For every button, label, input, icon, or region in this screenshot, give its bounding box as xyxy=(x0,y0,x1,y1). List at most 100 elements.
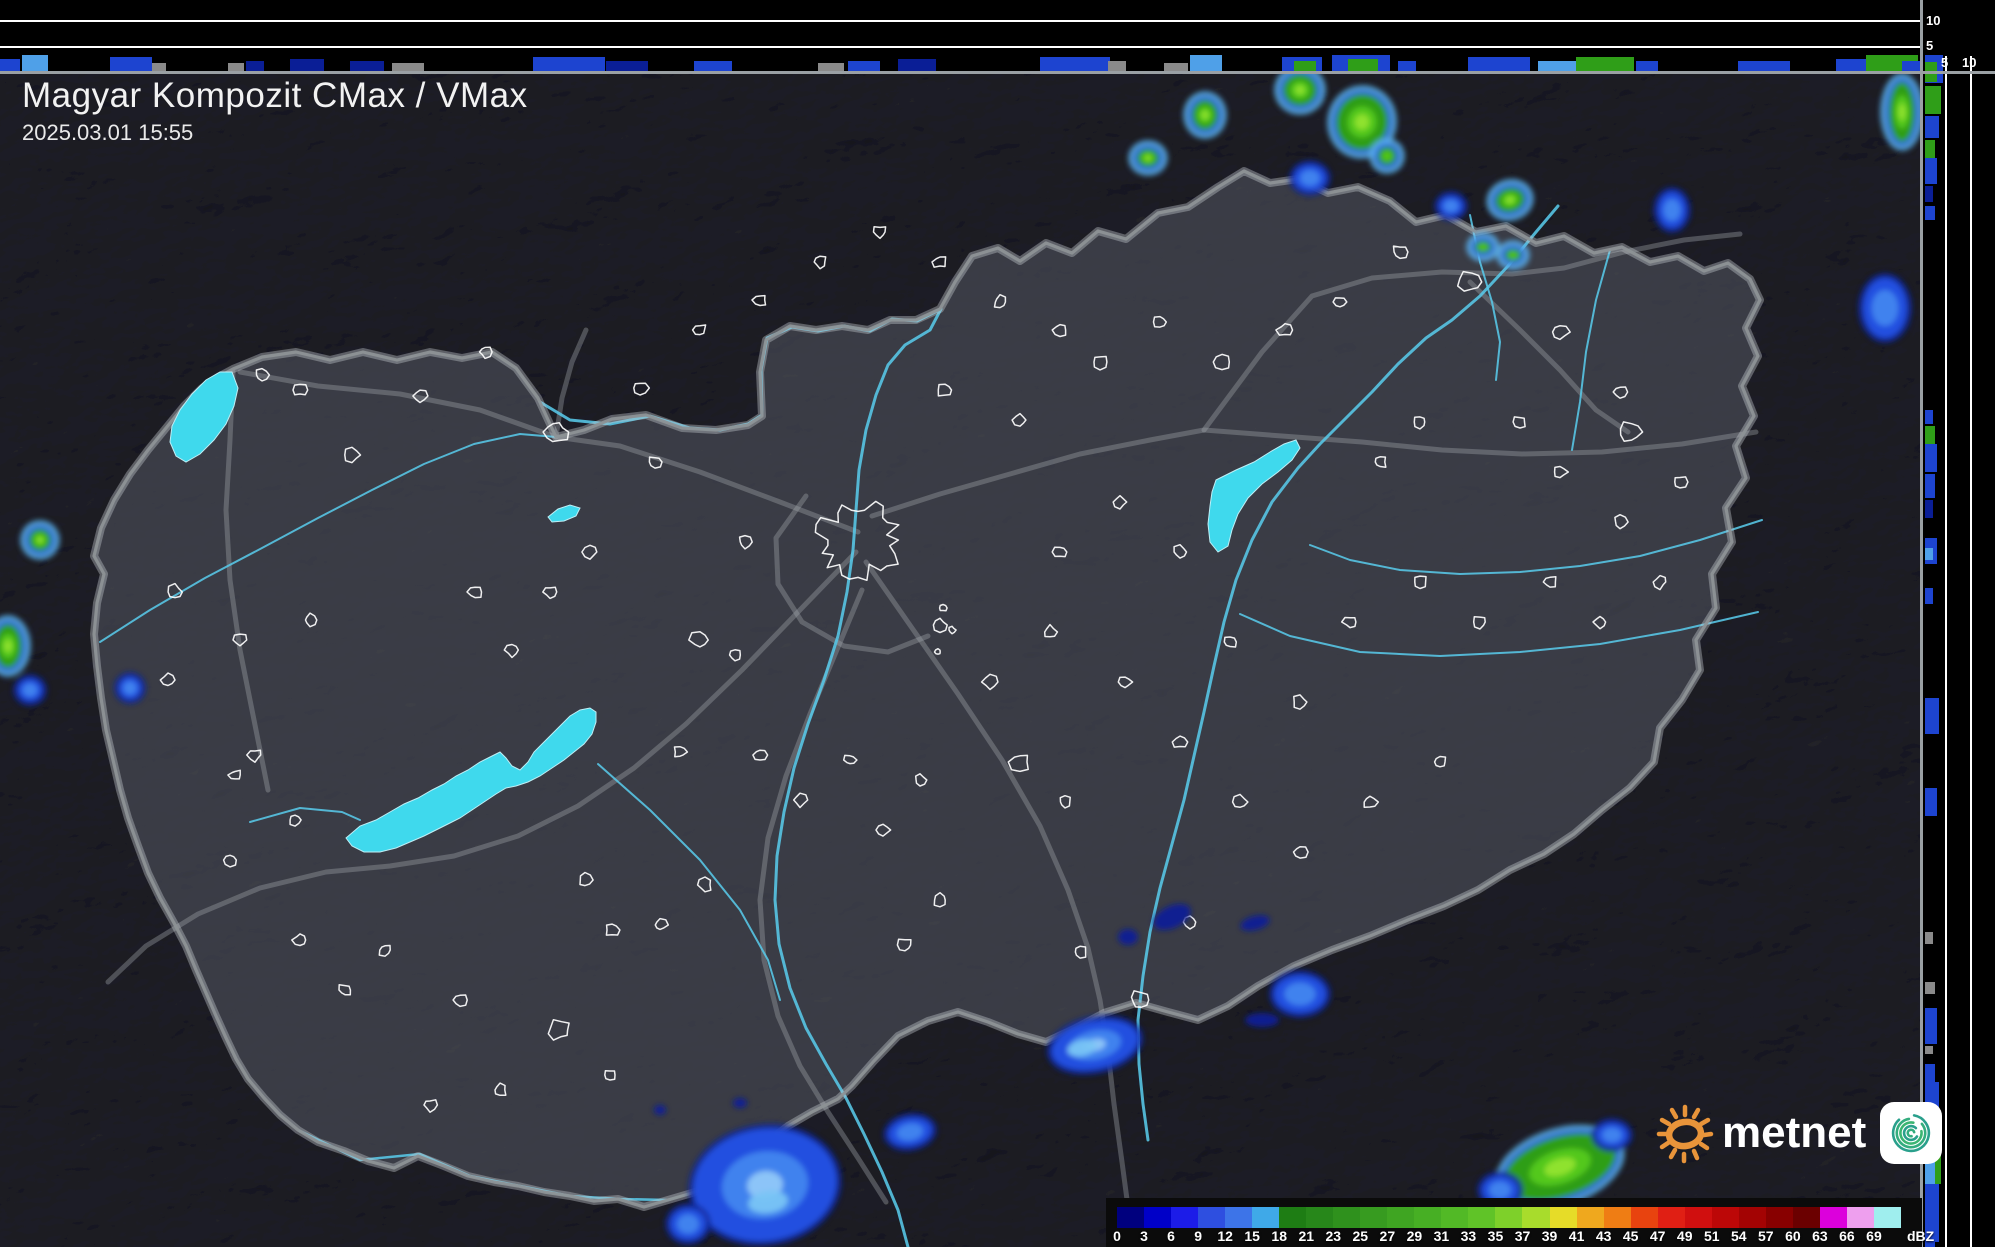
radar-echo xyxy=(1653,187,1691,233)
scale-label: 47 xyxy=(1649,1228,1666,1244)
scale-segment xyxy=(1441,1207,1469,1228)
city-outline xyxy=(1043,623,1059,638)
top-strip-echo xyxy=(0,59,20,71)
city-outline xyxy=(579,871,594,887)
scale-label: 15 xyxy=(1244,1228,1260,1244)
city-outline xyxy=(581,544,598,560)
scale-label: 0 xyxy=(1113,1228,1121,1244)
city-outline xyxy=(1212,353,1231,371)
radar-echo xyxy=(1880,73,1924,151)
radar-echo xyxy=(733,1098,747,1108)
radar-echo xyxy=(654,1105,666,1115)
timestamp: 2025.03.01 15:55 xyxy=(22,120,194,145)
scale-segment xyxy=(1225,1207,1253,1228)
radar-echo xyxy=(883,1112,937,1152)
city-outline xyxy=(1433,755,1447,768)
radar-echo xyxy=(748,1190,788,1214)
top-strip-echo xyxy=(1108,61,1126,71)
city-outline xyxy=(1051,546,1068,558)
city-outline xyxy=(1051,323,1067,338)
city-outline xyxy=(932,617,948,634)
city-outline xyxy=(1112,494,1128,510)
city-outline xyxy=(1592,615,1607,630)
city-outline xyxy=(842,754,858,765)
radar-echo xyxy=(1269,970,1331,1018)
city-outline xyxy=(696,876,712,893)
right-strip-echo xyxy=(1925,86,1941,114)
right-strip-echo xyxy=(1925,1046,1933,1054)
radar-echo xyxy=(1591,1118,1633,1152)
right-strip-10km-line xyxy=(1970,56,1972,1247)
city-outline xyxy=(246,749,262,763)
scale-label: 33 xyxy=(1460,1228,1477,1244)
road-line xyxy=(553,327,589,440)
city-outline xyxy=(378,944,391,957)
city-outline xyxy=(1293,694,1308,710)
scale-segment xyxy=(1603,1207,1631,1228)
city-outline xyxy=(227,769,241,780)
city-outline xyxy=(1542,576,1557,588)
radar-echo xyxy=(1245,1013,1279,1027)
scale-label: 21 xyxy=(1298,1228,1315,1244)
city-outline xyxy=(452,994,468,1008)
radar-echo xyxy=(1466,232,1500,262)
top-strip-echo xyxy=(1738,61,1790,71)
radar-echo xyxy=(1858,273,1912,343)
city-outline xyxy=(423,1099,439,1113)
city-outline xyxy=(291,933,307,947)
scale-label: 31 xyxy=(1433,1228,1450,1244)
right-strip-echo xyxy=(1925,410,1933,424)
city-outline xyxy=(466,586,483,599)
city-outline xyxy=(728,649,742,662)
scale-segment xyxy=(1495,1207,1523,1228)
logo-text: metnet xyxy=(1722,1108,1867,1157)
right-strip-echo xyxy=(1925,500,1933,518)
city-outline xyxy=(289,814,302,827)
city-outline xyxy=(931,256,947,268)
city-outline xyxy=(1413,416,1426,430)
city-outline xyxy=(1551,324,1571,341)
scale-label: 66 xyxy=(1839,1228,1855,1244)
scale-segment xyxy=(1819,1207,1847,1228)
city-outline xyxy=(1652,574,1667,591)
city-outline xyxy=(1011,412,1027,427)
right-strip-echo xyxy=(1925,698,1939,734)
city-outline xyxy=(1392,245,1409,260)
city-outline xyxy=(1612,386,1629,399)
top-strip-echo xyxy=(1836,59,1870,71)
scale-label: 51 xyxy=(1703,1228,1720,1244)
metnet-app-icon xyxy=(1880,1102,1943,1164)
top-cross-section-strip xyxy=(0,0,1995,73)
sun-icon xyxy=(1656,1104,1714,1164)
country-border xyxy=(92,169,1762,1209)
scale-label: 41 xyxy=(1568,1228,1585,1244)
scale-unit-label: dBZ xyxy=(1907,1228,1935,1244)
road-line xyxy=(1201,427,1759,457)
scale-label: 23 xyxy=(1325,1228,1342,1244)
page-title: Magyar Kompozit CMax / VMax xyxy=(22,76,528,115)
road-line xyxy=(223,369,271,793)
city-outline xyxy=(547,1018,570,1041)
city-outline xyxy=(872,225,887,240)
right-strip-echo xyxy=(1925,444,1937,472)
top-strip-echo xyxy=(1636,61,1658,71)
right-strip-echo xyxy=(1925,116,1939,138)
city-outline xyxy=(1074,945,1087,959)
top-strip-echo xyxy=(1348,59,1378,71)
city-outline xyxy=(605,923,621,936)
right-strip-echo xyxy=(1925,932,1933,944)
radar-echo xyxy=(665,1203,711,1245)
city-outline xyxy=(1171,735,1189,748)
right-strip-echo xyxy=(1925,140,1935,158)
city-outline xyxy=(412,389,429,404)
scale-label: 37 xyxy=(1514,1228,1531,1244)
city-outline xyxy=(1173,543,1188,559)
river-line xyxy=(99,433,557,643)
top-strip-echo xyxy=(228,63,244,71)
top-strip-echo xyxy=(1468,57,1530,71)
right-strip-echo xyxy=(1925,1240,1935,1247)
city-outline xyxy=(1130,990,1150,1008)
top-strip-echo xyxy=(246,61,264,71)
